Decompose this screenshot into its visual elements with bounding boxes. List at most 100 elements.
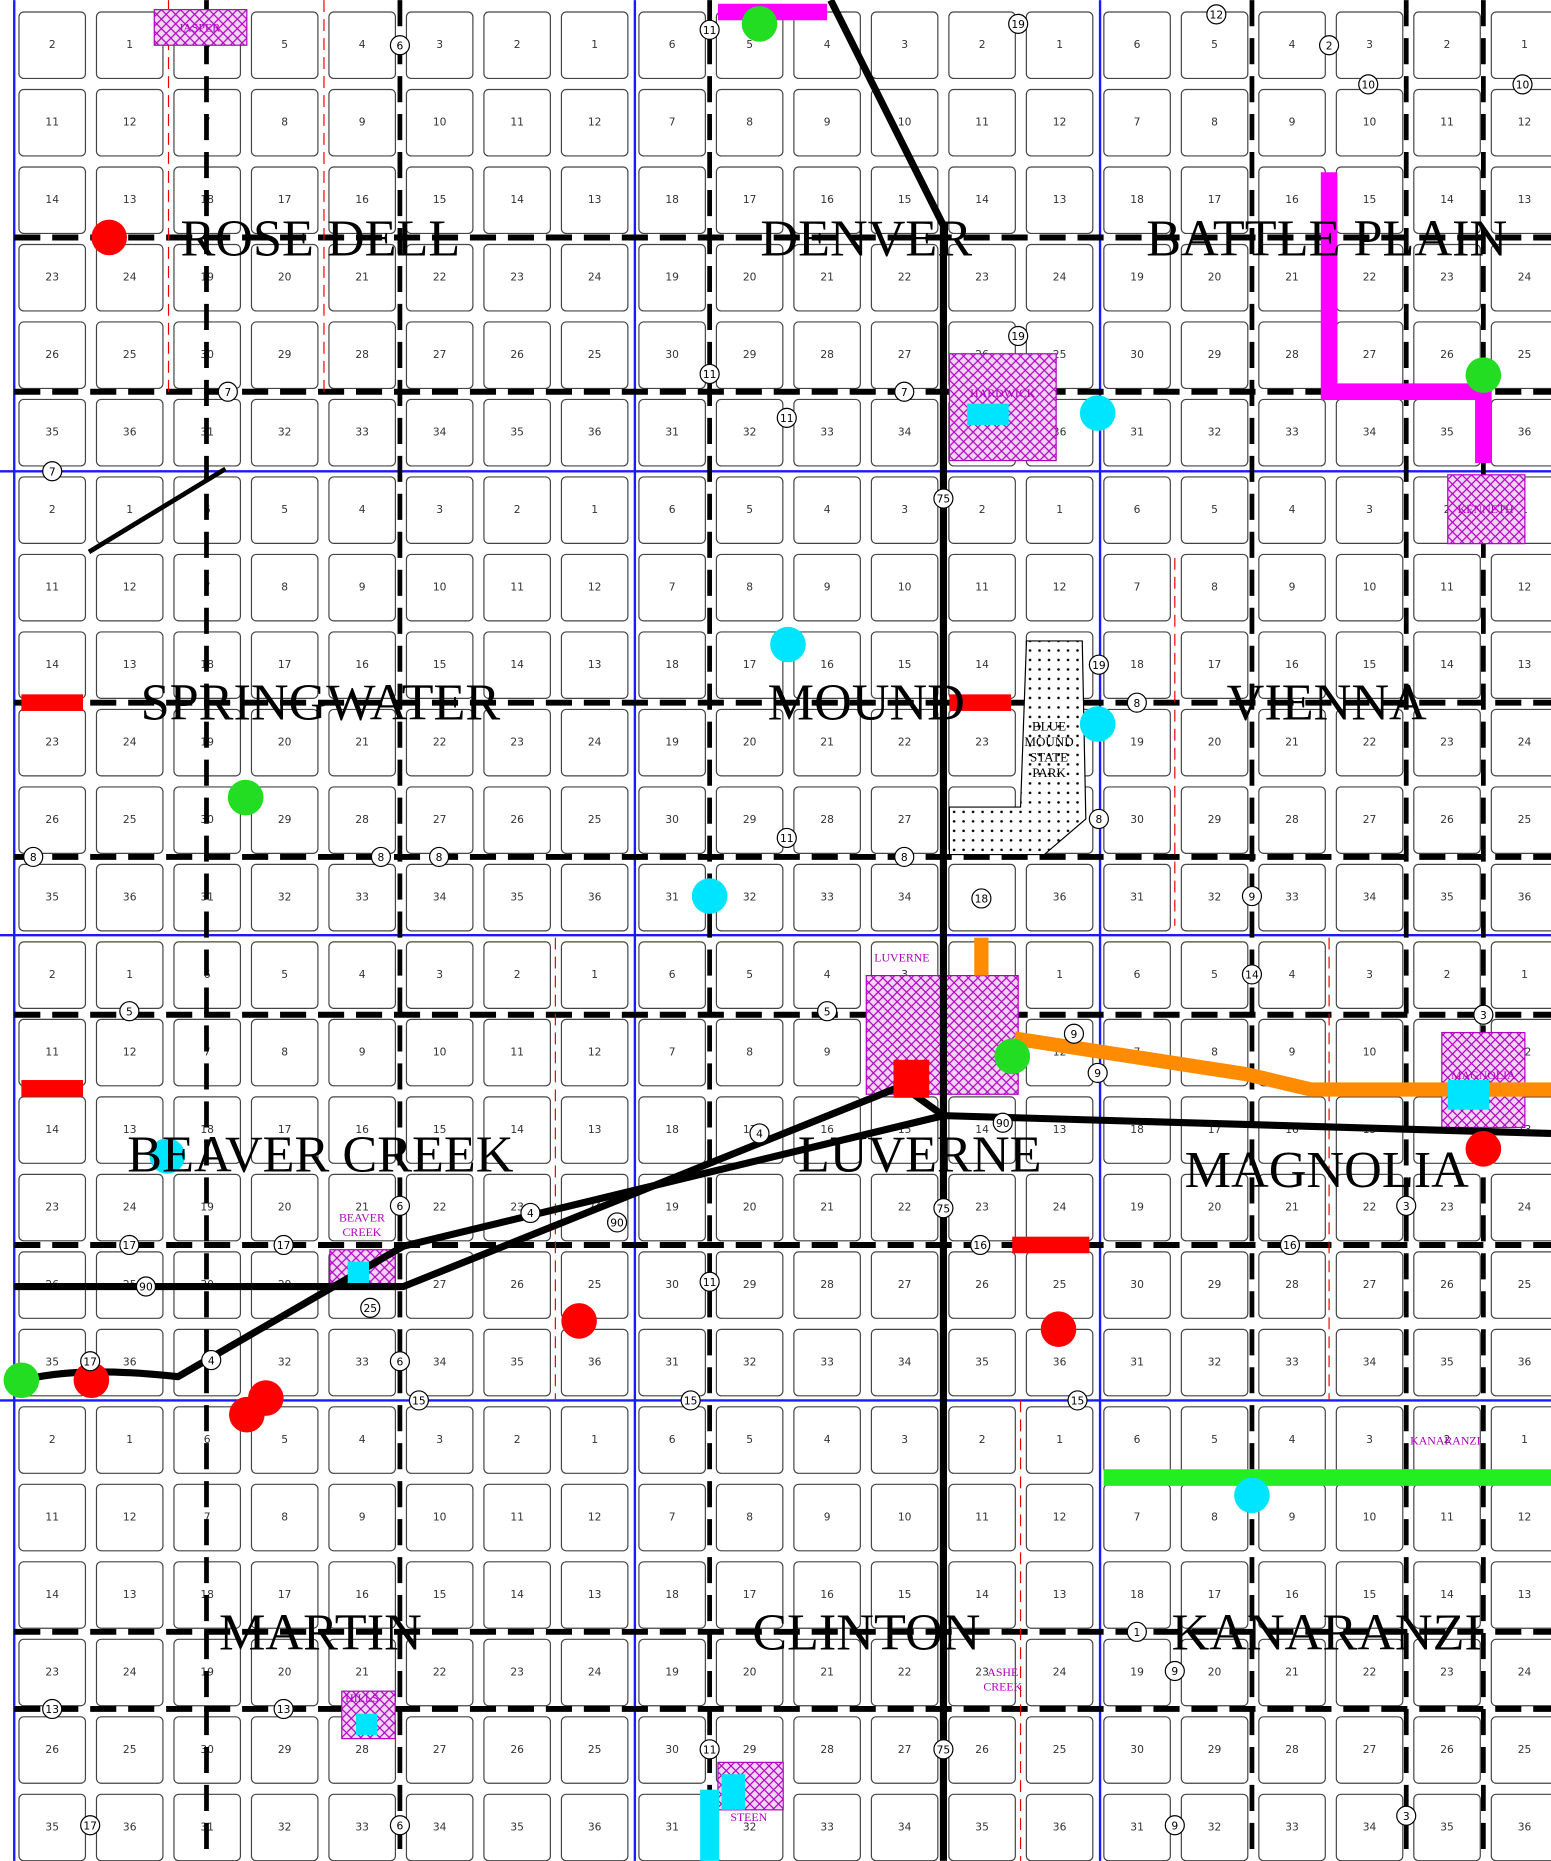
section [18, 166, 87, 235]
section-number: 25 [588, 1743, 602, 1756]
section-number: 5 [746, 503, 753, 516]
section-number: 19 [665, 271, 679, 284]
section-number: 10 [898, 581, 912, 594]
section-number: 23 [1440, 1201, 1454, 1214]
route-marker-label: 9 [1171, 1819, 1178, 1832]
section [328, 166, 396, 235]
section-number: 35 [45, 891, 59, 904]
section [715, 1173, 784, 1242]
section [250, 631, 319, 699]
section-number: 21 [820, 736, 834, 749]
section-number: 13 [1518, 193, 1532, 206]
section-number: 21 [355, 1201, 369, 1214]
section-number: 6 [1134, 968, 1141, 981]
section-number: 10 [433, 581, 447, 594]
section-number: 34 [1363, 891, 1377, 904]
township-name: MARTIN [219, 1604, 422, 1662]
section-number: 31 [665, 1821, 679, 1834]
section [1103, 398, 1171, 467]
section-number: 11 [1440, 1511, 1454, 1524]
section [1258, 708, 1326, 777]
section-number: 36 [123, 891, 137, 904]
section [1103, 321, 1171, 390]
section-number: 11 [975, 1511, 989, 1524]
section-number: 21 [1285, 271, 1299, 284]
section-number: 22 [1363, 1666, 1377, 1679]
section [1025, 1561, 1094, 1629]
route-marker [42, 1698, 63, 1720]
section-number: 10 [1363, 1046, 1377, 1059]
section [1490, 321, 1551, 390]
section-number: 19 [665, 736, 679, 749]
section [715, 398, 784, 467]
section-number: 23 [510, 271, 524, 284]
section [1180, 708, 1249, 777]
section-number: 36 [1053, 891, 1067, 904]
town-area [948, 353, 1057, 462]
section-number: 6 [204, 1433, 211, 1446]
section [870, 11, 939, 80]
section [95, 553, 164, 622]
section-number: 12 [1518, 116, 1532, 129]
section [715, 1018, 784, 1087]
section-number: 8 [746, 1046, 753, 1059]
section-number: 18 [1130, 658, 1144, 671]
section-number: 3 [1366, 968, 1373, 981]
route-marker [273, 1234, 294, 1256]
section [1025, 863, 1094, 932]
section-number: 2 [979, 503, 986, 516]
section-number: 1 [126, 503, 133, 516]
route-marker [1396, 1805, 1417, 1826]
section-number: 13 [123, 1123, 137, 1136]
section [483, 1716, 551, 1784]
section [1413, 11, 1481, 80]
section-number: 5 [746, 968, 753, 981]
section [1258, 398, 1326, 467]
section [18, 321, 87, 390]
route-marker-label: 3 [1480, 1009, 1487, 1022]
section [948, 166, 1016, 235]
section-number: 11 [1440, 581, 1454, 594]
route-marker [1241, 885, 1263, 907]
section-number: 12 [1053, 116, 1067, 129]
route-marker [776, 827, 797, 849]
section-number: 33 [1285, 891, 1299, 904]
section-number: 30 [665, 1743, 679, 1756]
section [793, 786, 861, 854]
section [328, 1018, 396, 1087]
section-number: 19 [1130, 1201, 1144, 1214]
section [793, 398, 861, 467]
section-number: 32 [1208, 891, 1222, 904]
section [250, 786, 319, 854]
section-number: 31 [665, 426, 679, 439]
section [1103, 1096, 1171, 1164]
section-number: 14 [975, 658, 989, 671]
section-number: 13 [588, 658, 602, 671]
section-number: 26 [1440, 1278, 1454, 1291]
route-marker-label: 3 [1403, 1200, 1410, 1213]
section-number: 1 [1521, 38, 1528, 51]
section [483, 1328, 551, 1397]
section-number: 18 [200, 1123, 214, 1136]
section [95, 476, 164, 544]
section-number: 24 [1518, 736, 1532, 749]
route-marker [971, 888, 992, 909]
route-marker-label: 90 [996, 1117, 1010, 1130]
section-number: 36 [1518, 1821, 1532, 1834]
section-number: 27 [1363, 813, 1377, 826]
section [483, 398, 551, 467]
section-number: 24 [123, 1666, 137, 1679]
section-number: 19 [1130, 1666, 1144, 1679]
section-number: 11 [45, 116, 59, 129]
section-number: 2 [514, 503, 521, 516]
section-number: 15 [433, 1588, 447, 1601]
section [1258, 1716, 1326, 1784]
section-number: 15 [898, 1588, 912, 1601]
section [715, 88, 784, 157]
section [1103, 1328, 1171, 1397]
section [715, 1561, 784, 1629]
section [1335, 631, 1404, 699]
section-number: 6 [1134, 38, 1141, 51]
section [560, 941, 629, 1009]
section-number: 23 [975, 1201, 989, 1214]
